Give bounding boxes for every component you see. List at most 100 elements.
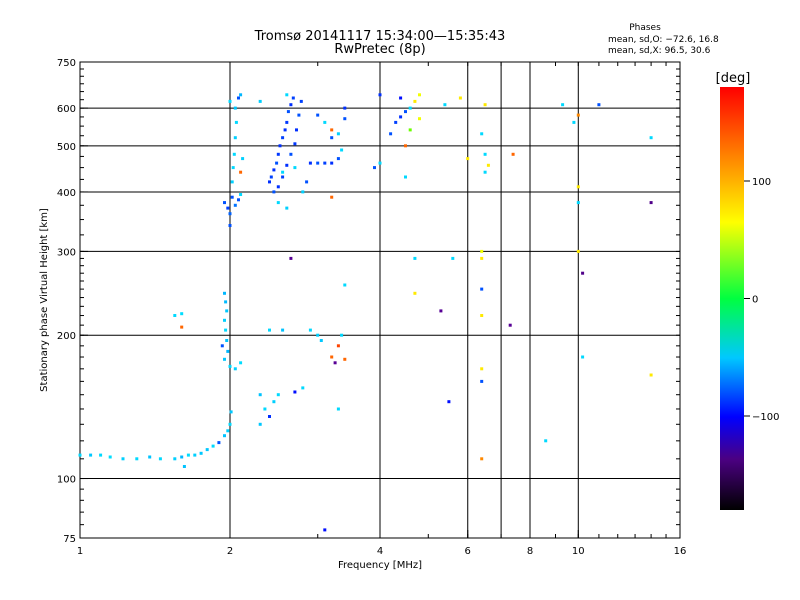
phase-point (285, 120, 289, 124)
phase-point (224, 300, 228, 304)
phase-point (323, 161, 327, 165)
phase-point (228, 422, 232, 426)
phase-point (230, 195, 234, 199)
phase-point (413, 99, 417, 103)
y-tick-label: 75 (63, 534, 76, 545)
color-bar-tick-label: −100 (752, 412, 779, 423)
phase-point (480, 249, 484, 253)
phase-point (268, 328, 271, 332)
phase-point (408, 128, 412, 132)
phase-point (649, 373, 653, 377)
phase-point (480, 379, 484, 383)
phase-point (316, 161, 320, 165)
x-tick-label: 4 (377, 546, 383, 557)
phase-point (486, 163, 490, 167)
phase-point (399, 115, 403, 119)
phase-point (263, 407, 267, 411)
phase-point (483, 152, 487, 156)
phase-point (561, 103, 565, 107)
phase-point (480, 256, 484, 260)
phase-point (336, 344, 340, 348)
phase-point (286, 110, 290, 114)
phase-point (224, 328, 228, 332)
phase-point (180, 325, 184, 329)
chart-title-line2: RwPretec (8p) (334, 42, 425, 57)
phase-point (272, 190, 276, 194)
phase-point (649, 201, 653, 205)
phase-point (301, 386, 305, 390)
phase-point (336, 157, 340, 161)
phase-stats-heading: Phases (629, 23, 661, 33)
y-tick-label: 100 (57, 475, 76, 486)
phase-point (466, 157, 470, 161)
color-bar-ticks: 100 0 −100 (744, 177, 779, 423)
phase-point (258, 422, 262, 426)
phase-point (330, 136, 334, 140)
phase-point (418, 117, 421, 121)
phase-point (413, 291, 417, 295)
phase-point (316, 113, 320, 117)
phase-point (205, 448, 209, 452)
phase-point (239, 193, 243, 196)
color-bar-tick-label: 100 (752, 177, 771, 188)
phase-point (285, 163, 289, 167)
phase-point (276, 185, 280, 189)
phase-point (268, 415, 271, 418)
phase-point (544, 439, 548, 443)
phase-point (299, 99, 303, 103)
phase-point (343, 117, 347, 121)
phase-point (340, 333, 344, 337)
phase-point (275, 161, 279, 165)
phase-point (336, 132, 340, 136)
y-axis-label: Stationary phase Virtual Height [km] (39, 208, 50, 392)
phase-point (228, 212, 232, 216)
phase-point (508, 323, 512, 327)
phase-point (239, 93, 243, 97)
phase-point (276, 201, 280, 205)
phase-point (229, 410, 233, 414)
phase-point (223, 318, 226, 322)
phase-point (480, 314, 484, 317)
phase-point (330, 195, 334, 199)
x-tick-label: 16 (674, 546, 687, 557)
x-tick-label: 2 (227, 546, 233, 557)
phase-point (233, 136, 237, 140)
phase-point (336, 407, 340, 411)
phase-point (289, 152, 293, 156)
phase-point (389, 132, 393, 136)
phase-point (572, 120, 576, 124)
phase-point (193, 453, 197, 457)
phase-point (121, 457, 125, 461)
phase-point (223, 434, 226, 438)
x-tick-label: 6 (465, 546, 471, 557)
phase-point (228, 99, 232, 103)
phase-point (343, 283, 347, 287)
y-tick-label: 600 (57, 104, 76, 115)
grid-lines (80, 62, 680, 538)
phase-point (408, 106, 412, 110)
x-tick-label: 8 (527, 546, 533, 557)
phase-point (217, 441, 221, 445)
phase-point (99, 453, 103, 457)
phase-point (394, 120, 398, 124)
phase-stats-o: mean, sd,O: −72.6, 16.8 (608, 35, 719, 45)
phase-point (316, 333, 320, 337)
phase-point (233, 106, 237, 110)
x-tick-label: 10 (572, 546, 585, 557)
phase-point (226, 206, 230, 210)
phase-point (597, 103, 601, 107)
phase-point (228, 224, 232, 227)
phase-point (285, 93, 289, 97)
phase-point (293, 166, 297, 170)
phase-point (323, 528, 327, 532)
y-tick-label: 750 (57, 58, 76, 69)
phase-point (576, 249, 580, 253)
phase-point (295, 128, 298, 132)
phase-point (173, 314, 177, 317)
phase-point (173, 457, 177, 461)
phase-color-bar (720, 87, 744, 510)
phase-point (343, 106, 347, 110)
phase-point (289, 103, 293, 107)
phase-point (233, 203, 237, 207)
